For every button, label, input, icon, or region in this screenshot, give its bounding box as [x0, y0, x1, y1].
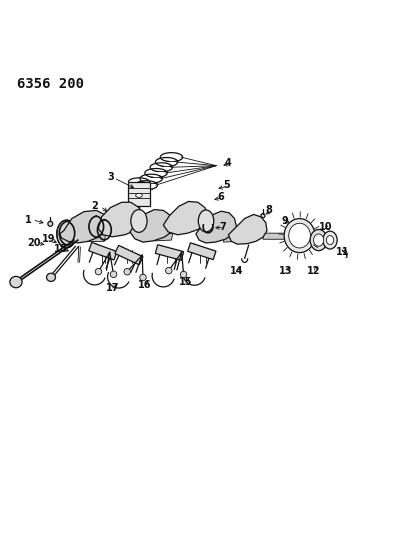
Text: 8: 8	[266, 205, 273, 215]
Text: 5: 5	[223, 180, 230, 190]
Text: 9: 9	[282, 216, 289, 226]
Ellipse shape	[48, 221, 53, 226]
Text: 16: 16	[138, 280, 152, 290]
Polygon shape	[60, 211, 109, 243]
Polygon shape	[155, 233, 173, 241]
Polygon shape	[224, 235, 241, 242]
Polygon shape	[263, 233, 290, 239]
Polygon shape	[309, 233, 319, 238]
Text: 2: 2	[91, 200, 98, 211]
Ellipse shape	[314, 234, 324, 246]
Text: 1: 1	[25, 215, 32, 225]
Polygon shape	[98, 202, 144, 237]
Text: 10: 10	[319, 222, 333, 232]
Text: 17: 17	[106, 282, 119, 293]
Polygon shape	[188, 243, 216, 260]
Ellipse shape	[289, 223, 310, 248]
Polygon shape	[196, 211, 237, 243]
Polygon shape	[289, 233, 308, 240]
Text: 11: 11	[335, 247, 349, 257]
Ellipse shape	[124, 269, 131, 275]
Ellipse shape	[95, 269, 102, 275]
Text: 20: 20	[27, 238, 41, 248]
Ellipse shape	[47, 273, 55, 281]
Text: 6356 200: 6356 200	[17, 77, 84, 92]
Ellipse shape	[166, 268, 172, 274]
Text: 19: 19	[42, 235, 55, 244]
Ellipse shape	[10, 276, 22, 288]
Ellipse shape	[284, 219, 315, 253]
Text: 12: 12	[307, 265, 321, 276]
Ellipse shape	[57, 220, 76, 248]
Polygon shape	[89, 243, 117, 260]
Text: 15: 15	[179, 277, 193, 287]
Text: 7: 7	[219, 222, 226, 232]
Polygon shape	[130, 209, 175, 242]
Ellipse shape	[261, 214, 265, 217]
Polygon shape	[129, 182, 149, 206]
Ellipse shape	[323, 231, 337, 249]
Ellipse shape	[326, 236, 334, 245]
Ellipse shape	[198, 210, 214, 232]
Text: 18: 18	[54, 244, 68, 254]
Ellipse shape	[180, 271, 187, 278]
Text: 3: 3	[107, 172, 114, 182]
Text: 6: 6	[217, 191, 224, 201]
Polygon shape	[155, 245, 184, 260]
Text: 14: 14	[230, 266, 243, 277]
Ellipse shape	[131, 209, 147, 232]
Ellipse shape	[110, 271, 117, 278]
Polygon shape	[163, 201, 208, 235]
Text: 4: 4	[225, 158, 232, 168]
Polygon shape	[86, 235, 106, 241]
Text: 13: 13	[279, 265, 292, 276]
Ellipse shape	[140, 274, 146, 281]
Polygon shape	[115, 245, 143, 265]
Ellipse shape	[310, 230, 327, 251]
Ellipse shape	[136, 193, 142, 197]
Polygon shape	[228, 214, 267, 244]
